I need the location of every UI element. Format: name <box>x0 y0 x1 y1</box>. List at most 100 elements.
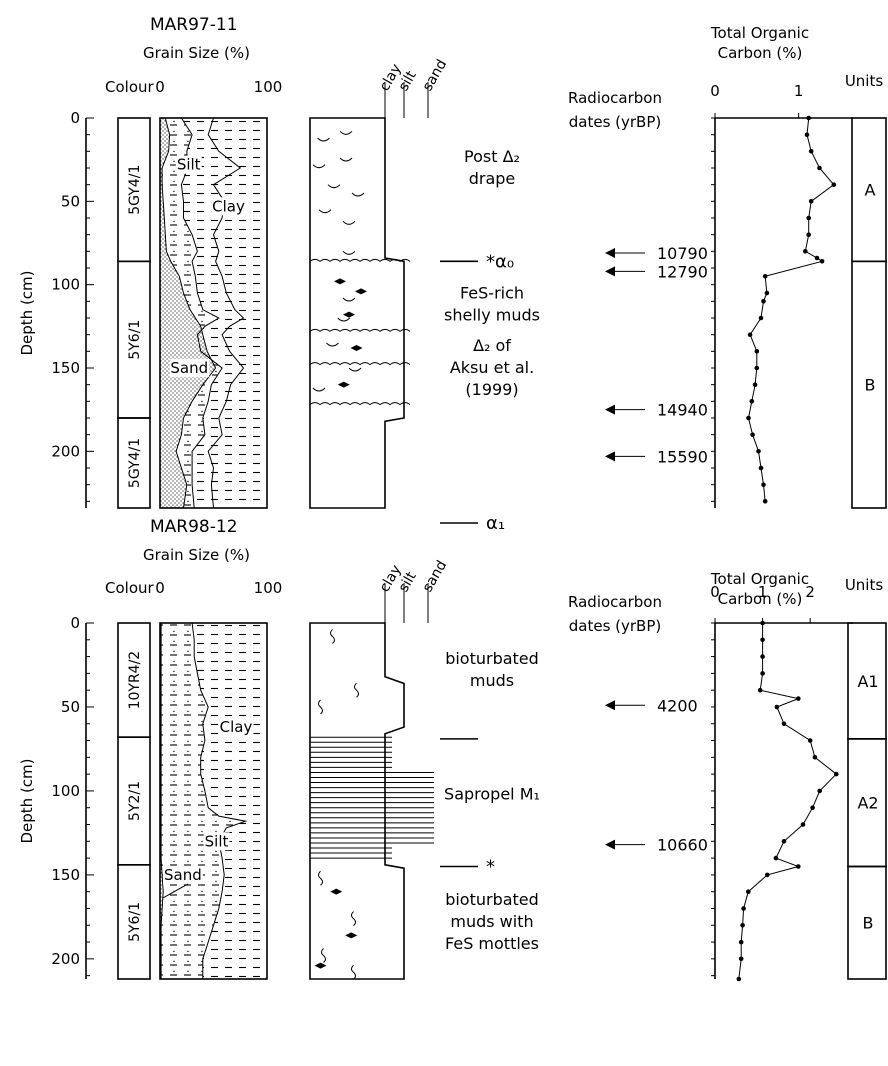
depth-axis-label: Depth (cm) <box>18 270 36 355</box>
annotations: Post Δ₂ drape FeS-rich shelly muds Δ₂ of Aksu… <box>440 147 540 534</box>
grain-size-frame <box>159 117 268 509</box>
grain-size-panel: Grain Size (%) 0 100 Silt Clay Sand <box>143 44 282 509</box>
colour-interval-label: 5Y2/1 <box>127 781 143 821</box>
radiocarbon-age: 14940 <box>657 401 708 420</box>
radiocarbon-dates: Radiocarbon dates (yrBP) 4200 10660 <box>568 593 708 855</box>
toc-point <box>810 805 815 810</box>
annotation-text: bioturbated <box>445 649 539 668</box>
shell-symbol <box>327 184 341 189</box>
grain-size-label-bg <box>163 865 203 884</box>
shell-symbol <box>342 297 356 302</box>
annotation-text: muds <box>470 671 514 690</box>
toc-point <box>750 432 755 438</box>
radiocarbon-title: Radiocarbon <box>568 593 662 611</box>
toc-point <box>807 738 813 743</box>
colour-column: Colour 5GY4/1 5Y6/1 5GY4/1 <box>105 78 155 509</box>
toc-point <box>756 449 761 454</box>
fes-spot-symbol <box>330 888 343 895</box>
toc-point <box>806 215 811 221</box>
grain-size-label-bg <box>211 197 246 216</box>
toc-point <box>762 274 768 279</box>
toc-point <box>754 349 760 354</box>
toc-point <box>762 499 768 504</box>
toc-tick-label: 0 <box>710 82 720 100</box>
grain-size-title: Grain Size (%) <box>143 546 250 564</box>
toc-point <box>796 696 801 701</box>
colour-interval <box>117 864 151 980</box>
fes-spot-symbol <box>345 932 358 939</box>
toc-point <box>803 249 808 254</box>
depth-tick-label: 0 <box>70 614 80 632</box>
depth-tick-label: 0 <box>70 109 80 127</box>
radiocarbon-age: 10660 <box>657 836 708 855</box>
toc-point <box>806 115 811 121</box>
radiocarbon-arrow-head <box>605 266 615 277</box>
depth-axis-label: Depth (cm) <box>18 758 36 843</box>
annotation-text: Δ₂ of <box>473 336 511 355</box>
units-heading: Units <box>845 576 884 594</box>
toc-point <box>752 382 758 388</box>
radiocarbon-arrow-head <box>605 404 615 415</box>
radiocarbon-arrow-head <box>605 451 615 462</box>
units-heading: Units <box>845 72 884 90</box>
toc-point <box>747 332 753 338</box>
toc-point <box>758 315 764 321</box>
toc-point <box>804 132 810 137</box>
toc-point <box>796 864 801 869</box>
depth-tick-label: 100 <box>51 782 80 800</box>
toc-point <box>760 654 765 659</box>
unit-interval <box>847 865 887 980</box>
erosion-surface <box>309 362 411 366</box>
unit-label: A <box>865 181 876 200</box>
toc-point <box>760 620 765 626</box>
toc-point <box>760 671 765 676</box>
shell-symbol <box>337 317 351 322</box>
toc-point <box>761 299 766 304</box>
toc-point <box>819 259 825 264</box>
radiocarbon-arrow-head <box>605 248 615 258</box>
depth-axis: 0 50 100 150 200 Depth (cm) <box>18 109 94 508</box>
toc-title: Carbon (%) <box>718 590 803 608</box>
erosion-surface <box>309 258 411 262</box>
units-column: Units A B <box>845 72 887 509</box>
annotation-text: drape <box>469 169 516 188</box>
shell-symbol <box>351 192 365 197</box>
toc-point <box>765 872 770 878</box>
erosion-surface <box>309 402 411 406</box>
toc-point <box>746 415 751 421</box>
grain-size-tick-label: 100 <box>254 579 283 597</box>
core-title: MAR98-12 <box>150 517 238 537</box>
toc-point <box>761 482 766 488</box>
radiocarbon-age: 4200 <box>657 696 698 715</box>
fes-spot-symbol <box>314 962 327 969</box>
depth-tick-label: 150 <box>51 866 80 884</box>
toc-point <box>738 939 744 945</box>
grain-size-label: Silt <box>177 156 201 174</box>
annotation-text: Post Δ₂ <box>464 147 520 166</box>
burrow-symbol <box>351 911 356 926</box>
radiocarbon-age: 10790 <box>657 244 708 263</box>
radiocarbon-arrow-head <box>605 700 615 711</box>
unit-label: A2 <box>857 794 878 813</box>
shell-symbol <box>348 367 362 372</box>
shell-symbol <box>339 130 353 135</box>
grain-size-label: Clay <box>220 718 253 736</box>
shell-symbol <box>342 220 356 225</box>
colour-heading: Colour <box>105 78 155 96</box>
grain-size-frame <box>159 622 268 980</box>
grain-size-line-silt <box>180 117 223 509</box>
shell-symbol <box>312 387 326 392</box>
toc-point <box>738 956 744 962</box>
toc-point <box>817 788 822 794</box>
fes-spot-symbol <box>343 311 355 318</box>
toc-point <box>831 182 837 187</box>
toc-point <box>806 232 811 237</box>
colour-column: Colour 10YR4/2 5Y2/1 5Y6/1 <box>105 579 155 980</box>
toc-point <box>757 687 763 693</box>
annotation-text: shelly muds <box>444 306 540 325</box>
toc-point <box>781 839 787 844</box>
lithology-scale-label: sand <box>420 558 451 595</box>
shell-symbol <box>312 164 326 169</box>
